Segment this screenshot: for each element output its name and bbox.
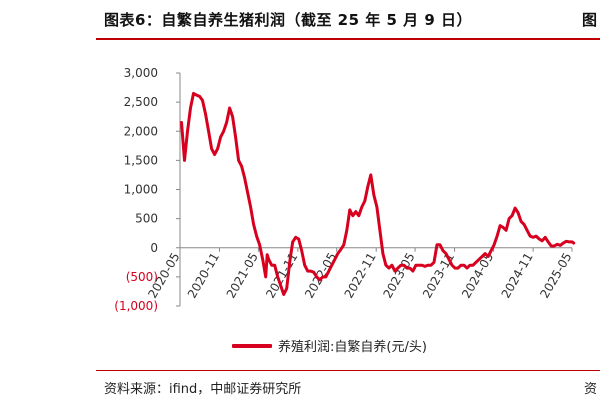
next-figure-title-fragment: 图 bbox=[582, 11, 598, 29]
title-rule bbox=[96, 38, 600, 40]
x-tick-label: 2024-05 bbox=[459, 250, 496, 300]
y-tick-label: 500 bbox=[135, 212, 158, 226]
y-tick-label: 1,500 bbox=[124, 153, 158, 167]
legend-label: 养殖利润:自繁自养(元/头) bbox=[278, 340, 427, 355]
y-tick-label: 2,500 bbox=[124, 95, 158, 109]
x-tick-label: 2023-05 bbox=[380, 250, 417, 300]
next-source-fragment: 资 bbox=[584, 382, 598, 397]
x-tick-label: 2022-11 bbox=[342, 250, 379, 300]
source-note: 资料来源：ifind，中邮证券研究所 bbox=[104, 382, 302, 397]
x-tick-label: 2024-11 bbox=[499, 250, 536, 300]
series-layer bbox=[180, 91, 576, 296]
legend-swatch bbox=[232, 343, 272, 348]
x-tick-label: 2023-11 bbox=[420, 250, 457, 300]
x-tick-label: 2025-05 bbox=[537, 250, 574, 300]
y-tick-label: 2,000 bbox=[124, 124, 158, 138]
y-tick-label: 0 bbox=[150, 241, 158, 255]
x-tick-label: 2020-11 bbox=[185, 250, 222, 300]
x-tick-label: 2022-05 bbox=[302, 250, 339, 300]
series-line-0 bbox=[180, 91, 576, 296]
x-tick-label: 2021-05 bbox=[224, 250, 261, 300]
chart-legend: 养殖利润:自繁自养(元/头) bbox=[232, 336, 427, 355]
y-tick-label: 1,000 bbox=[124, 183, 158, 197]
footer-rule bbox=[96, 370, 600, 371]
y-tick-label: (500) bbox=[126, 270, 158, 284]
figure-header: 图表6：自繁自养生猪利润（截至 25 年 5 月 9 日） 图 bbox=[0, 0, 600, 40]
y-axis: 3,000 2,500 2,000 1,500 1,000 500 0 (500) (1,000… bbox=[114, 66, 181, 313]
y-tick-label: (1,000) bbox=[114, 299, 158, 313]
y-tick-label: 3,000 bbox=[124, 66, 158, 80]
x-axis: 2020-05 2020-11 2021-05 2021-11 2022-05 2022-… bbox=[145, 247, 575, 301]
figure-title: 图表6：自繁自养生猪利润（截至 25 年 5 月 9 日） bbox=[104, 11, 473, 29]
